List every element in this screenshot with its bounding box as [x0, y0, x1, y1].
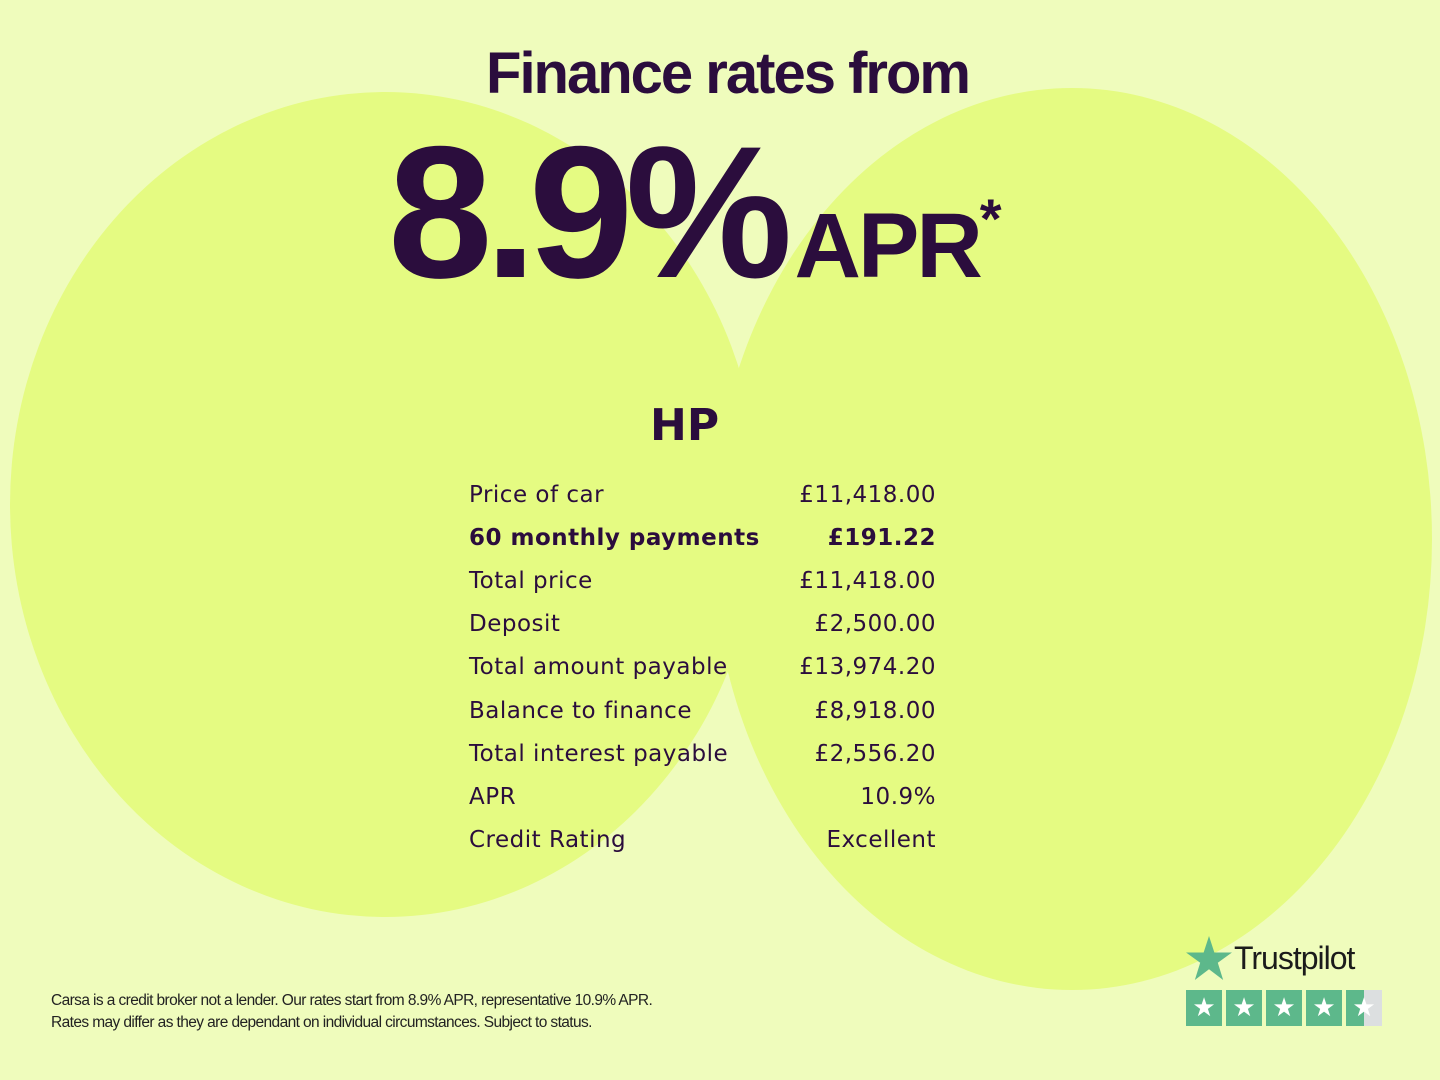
- disclaimer: Carsa is a credit broker not a lender. O…: [51, 990, 653, 1034]
- trustpilot-badge[interactable]: Trustpilot ★ ★ ★ ★ ★: [1186, 936, 1382, 1026]
- rate-display: 8.9% APR *: [388, 118, 1002, 306]
- rating-star-icon: ★: [1306, 990, 1342, 1026]
- rate-value: 8.9%: [388, 107, 793, 317]
- table-row: APR 10.9%: [469, 775, 936, 818]
- trustpilot-name: Trustpilot: [1234, 939, 1355, 976]
- row-value: £8,918.00: [814, 697, 936, 724]
- row-label: 60 monthly payments: [469, 524, 760, 551]
- rate-suffix: APR: [794, 195, 983, 297]
- table-row: Total interest payable £2,556.20: [469, 732, 936, 775]
- row-value: £13,974.20: [799, 654, 936, 681]
- row-label: Total interest payable: [469, 740, 729, 767]
- table-row: Total price £11,418.00: [469, 559, 936, 602]
- disclaimer-line-2: Rates may differ as they are dependant o…: [51, 1014, 592, 1031]
- row-label: Credit Rating: [469, 827, 627, 854]
- row-label: Total amount payable: [469, 654, 728, 681]
- row-value: £11,418.00: [799, 481, 936, 508]
- row-label: APR: [469, 783, 517, 810]
- product-title: HP: [650, 400, 720, 451]
- row-label: Price of car: [469, 481, 605, 508]
- row-value: £2,500.00: [814, 611, 936, 638]
- background-circle-left: [10, 92, 760, 917]
- rating-star-icon: ★: [1186, 990, 1222, 1026]
- row-label: Total price: [469, 567, 593, 594]
- rate-asterisk: *: [979, 187, 1002, 250]
- table-row: Price of car £11,418.00: [469, 473, 936, 516]
- row-value: 10.9%: [860, 783, 936, 810]
- row-label: Deposit: [469, 611, 561, 638]
- background-circle-right: [712, 88, 1432, 990]
- headline: Finance rates from: [486, 41, 971, 106]
- trustpilot-star-icon: [1186, 936, 1232, 980]
- table-row: 60 monthly payments £191.22: [469, 516, 936, 559]
- table-row: Total amount payable £13,974.20: [469, 646, 936, 689]
- row-label: Balance to finance: [469, 697, 692, 724]
- table-row: Balance to finance £8,918.00: [469, 689, 936, 732]
- row-value: Excellent: [826, 827, 936, 854]
- finance-table: Price of car £11,418.00 60 monthly payment…: [469, 473, 936, 862]
- row-value: £11,418.00: [799, 567, 936, 594]
- rating-star-icon: ★: [1226, 990, 1262, 1026]
- row-value: £191.22: [827, 524, 936, 551]
- table-row: Deposit £2,500.00: [469, 603, 936, 646]
- trustpilot-rating: ★ ★ ★ ★ ★: [1186, 990, 1382, 1026]
- row-value: £2,556.20: [814, 740, 936, 767]
- rating-star-icon: ★: [1346, 990, 1382, 1026]
- rating-star-icon: ★: [1266, 990, 1302, 1026]
- table-row: Credit Rating Excellent: [469, 819, 936, 862]
- disclaimer-line-1: Carsa is a credit broker not a lender. O…: [51, 992, 653, 1009]
